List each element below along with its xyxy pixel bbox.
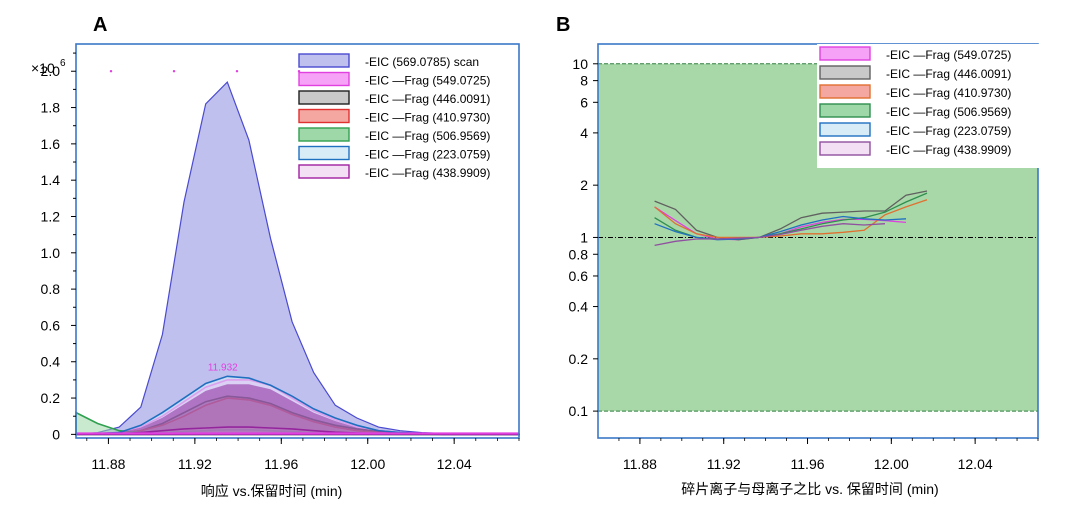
y-tick-label-b: 1 — [580, 229, 588, 245]
y-tick-label-b: 0.4 — [569, 299, 589, 315]
legend-label-a: -EIC —Frag (506.9569) — [365, 129, 490, 143]
legend-label-b: -EIC —Frag (549.0725) — [886, 48, 1011, 62]
y-tick-label-a: 1.0 — [41, 245, 61, 261]
legend-swatch-a — [298, 53, 350, 68]
y-tick-label-a: 1.8 — [41, 100, 61, 116]
y-tick-label-b: 4 — [580, 125, 588, 141]
y-tick-label-a: 1.4 — [41, 172, 61, 188]
legend-label-a: -EIC —Frag (446.0091) — [365, 92, 490, 106]
top-marker-dot — [172, 70, 176, 73]
y-tick-label-b: 2 — [580, 177, 588, 193]
legend-swatch-b — [819, 84, 871, 99]
ratio-line-2 — [654, 199, 928, 239]
legend-swatch-a — [298, 71, 350, 87]
legend-label-b: -EIC —Frag (223.0759) — [886, 124, 1011, 138]
top-marker-dot — [109, 70, 113, 73]
fragment-overlap-a — [76, 384, 519, 435]
x-tick-label-a: 11.96 — [264, 456, 298, 472]
y-tick-label-b: 0.6 — [569, 268, 589, 284]
ratio-line-5 — [654, 223, 886, 247]
y-tick-label-a: 2.0 — [41, 63, 61, 79]
legend-label-a: -EIC (569.0785) scan — [365, 55, 479, 69]
x-tick-label-b: 12.00 — [874, 456, 909, 472]
y-tick-label-b: 10 — [572, 56, 588, 72]
x-axis-title-b: 碎片离子与母离子之比 vs. 保留时间 (min) — [681, 481, 938, 497]
y-multiplier: ×10 — [31, 60, 55, 76]
y-multiplier-exponent: 6 — [60, 58, 66, 69]
legend-label-b: -EIC —Frag (410.9730) — [886, 86, 1011, 100]
legend-label-a: -EIC —Frag (223.0759) — [365, 148, 490, 162]
legend-swatch-b — [819, 46, 871, 61]
x-tick-label-b: 11.96 — [791, 456, 825, 472]
y-tick-label-b: 0.8 — [569, 246, 589, 262]
x-tick-label-a: 11.88 — [91, 456, 125, 472]
legend-swatch-a — [298, 90, 350, 105]
legend-swatch-b — [819, 141, 871, 156]
x-tick-label-b: 12.04 — [958, 456, 993, 472]
legend-swatch-a — [298, 145, 350, 161]
x-tick-label-a: 11.92 — [178, 456, 212, 472]
y-tick-label-b: 8 — [580, 73, 588, 89]
panel-a-chart: 11.932 0 0.2 0.4 0.6 0.8 1.0 1.2 1.4 1.6 1.8 2.0×10… — [31, 43, 520, 499]
panel-b-label: B — [556, 14, 570, 36]
ratio-line-1 — [654, 190, 928, 241]
legend-swatch-b — [819, 103, 871, 118]
y-tick-label-a: 1.6 — [41, 136, 61, 152]
y-tick-label-a: 0.6 — [41, 317, 61, 333]
legend-label-a: -EIC —Frag (410.9730) — [365, 111, 490, 125]
panel-b-chart: 0.1 0.2 0.4 0.6 0.81 2 4 6 810 11.88 11.92 11.96 12.… — [569, 43, 1039, 497]
ratio-line-4 — [654, 215, 907, 241]
y-tick-label-a: 1.2 — [41, 208, 61, 224]
x-tick-label-a: 12.04 — [437, 456, 472, 472]
y-tick-label-b: 6 — [580, 94, 588, 110]
x-tick-label-a: 12.00 — [350, 456, 385, 472]
x-tick-label-b: 11.88 — [623, 456, 657, 472]
legend-swatch-a — [298, 164, 350, 179]
y-tick-label-b: 0.1 — [569, 403, 589, 419]
y-tick-label-a: 0 — [52, 426, 60, 442]
x-tick-label-b: 11.92 — [707, 456, 741, 472]
y-tick-label-a: 0.4 — [41, 354, 61, 370]
peak-annotation: 11.932 — [208, 363, 238, 374]
legend-swatch-a — [298, 108, 350, 124]
legend-label-a: -EIC —Frag (438.9909) — [365, 166, 490, 180]
legend-label-a: -EIC —Frag (549.0725) — [365, 74, 490, 88]
top-marker-dot — [235, 70, 239, 73]
y-tick-label-a: 0.2 — [41, 390, 61, 406]
legend-label-b: -EIC —Frag (446.0091) — [886, 67, 1011, 81]
legend-swatch-b — [819, 65, 871, 80]
legend-label-b: -EIC —Frag (506.9569) — [886, 105, 1011, 119]
legend-label-b: -EIC —Frag (438.9909) — [886, 143, 1011, 157]
y-tick-label-b: 0.2 — [569, 351, 589, 367]
panel-a-label: A — [93, 14, 107, 36]
legend-swatch-a — [298, 127, 350, 142]
plot-frame-a — [75, 43, 520, 439]
x-axis-title-a: 响应 vs.保留时间 (min) — [201, 483, 343, 499]
legend-swatch-b — [819, 122, 871, 137]
y-tick-label-a: 0.8 — [41, 281, 61, 297]
